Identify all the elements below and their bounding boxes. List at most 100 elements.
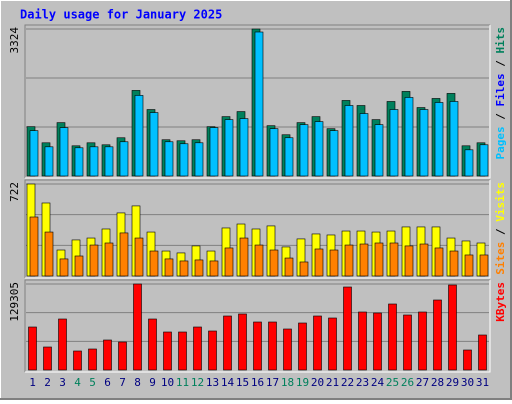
bar (119, 232, 129, 277)
x-tick-label: 9 (149, 376, 156, 389)
x-tick-label: 3 (59, 376, 66, 389)
bar (104, 146, 114, 177)
bar (359, 113, 369, 177)
bar (119, 141, 129, 177)
x-tick-label: 16 (251, 376, 264, 389)
bar (164, 141, 174, 177)
bar (404, 245, 414, 277)
legend-entry: Pages (494, 126, 507, 159)
x-tick-label: 10 (161, 376, 174, 389)
bar (268, 321, 277, 371)
x-tick-label: 6 (104, 376, 111, 389)
bar (209, 127, 219, 177)
bar (88, 348, 97, 371)
bar (103, 339, 112, 371)
x-tick-label: 28 (431, 376, 444, 389)
x-tick-label: 27 (416, 376, 429, 389)
bar (148, 318, 157, 371)
bar (194, 259, 204, 277)
panel-border-light (25, 180, 491, 279)
bar (73, 350, 82, 371)
bar (59, 258, 69, 277)
bar (343, 286, 352, 371)
bar (434, 247, 444, 277)
x-tick-label: 13 (206, 376, 219, 389)
bar (238, 313, 247, 371)
y-tick-label: 722 (8, 182, 21, 202)
bar (134, 95, 144, 177)
bar (74, 255, 84, 277)
bar (464, 149, 474, 177)
bar (89, 146, 99, 177)
bar (284, 257, 294, 277)
bar (239, 237, 249, 277)
bar (149, 250, 159, 277)
x-tick-label: 1 (29, 376, 36, 389)
bar (178, 331, 187, 371)
bar (344, 105, 354, 177)
panel-border-dark (24, 279, 490, 372)
bar (403, 314, 412, 371)
bar (389, 242, 399, 277)
bar (464, 254, 474, 277)
bar (254, 244, 264, 277)
x-tick-label: 11 (176, 376, 189, 389)
bar (118, 341, 127, 371)
bar (29, 216, 39, 277)
bar (463, 349, 472, 371)
legend-entry: Files (494, 73, 507, 106)
bar (389, 109, 399, 177)
x-tick-label: 7 (119, 376, 126, 389)
bar (419, 109, 429, 177)
bar (283, 328, 292, 371)
bar (419, 243, 429, 277)
legend: Sites / Visits (494, 182, 507, 275)
panel-border-light (25, 25, 491, 179)
legend-entry: Hits (494, 27, 507, 54)
y-tick-label: 3324 (8, 27, 21, 54)
bar (374, 124, 384, 177)
x-tick-label: 24 (371, 376, 385, 389)
bar (434, 102, 444, 177)
x-tick-label: 15 (236, 376, 249, 389)
bar (253, 321, 262, 371)
bar (328, 317, 337, 371)
panel-border-dark (24, 24, 490, 178)
x-tick-label: 29 (446, 376, 459, 389)
bar (478, 334, 487, 371)
x-tick-label: 22 (341, 376, 354, 389)
x-tick-label: 5 (89, 376, 96, 389)
x-tick-label: 25 (386, 376, 399, 389)
bar (149, 112, 159, 177)
bar (449, 250, 459, 277)
x-tick-label: 20 (311, 376, 324, 389)
x-tick-label: 23 (356, 376, 369, 389)
legend-entry: Sites (494, 242, 507, 275)
x-tick-label: 12 (191, 376, 204, 389)
bar (134, 237, 144, 277)
bar (314, 248, 324, 277)
bar (208, 330, 217, 371)
bar (133, 283, 142, 371)
bar (449, 101, 459, 177)
bar (418, 311, 427, 371)
bar (163, 331, 172, 371)
bar (313, 315, 322, 371)
bar (89, 244, 99, 277)
x-tick-label: 8 (134, 376, 141, 389)
x-tick-label: 31 (476, 376, 489, 389)
x-tick-label: 4 (74, 376, 81, 389)
chart-title: Daily usage for January 2025 (20, 8, 222, 22)
bar (269, 249, 279, 277)
bar (254, 31, 264, 177)
bar (164, 258, 174, 277)
bar (374, 242, 384, 277)
bar (44, 231, 54, 277)
bar (224, 119, 234, 177)
bar (43, 346, 52, 371)
panel-border-dark (24, 179, 490, 278)
bar (373, 312, 382, 371)
bar (479, 144, 489, 177)
